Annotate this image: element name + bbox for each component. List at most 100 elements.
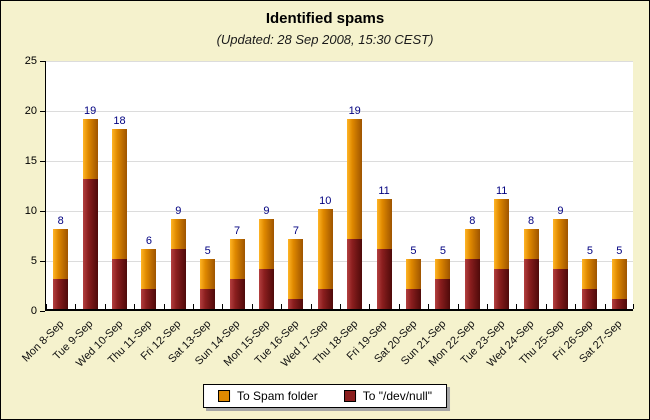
x-axis-tick [340,304,341,309]
bar-segment-to-spam-folder [435,259,451,279]
bar-segment-to-dev-null [112,259,127,309]
x-axis-tick [75,304,77,309]
bar-total-label: 9 [263,205,270,217]
bar-total-label: 7 [234,225,241,237]
y-axis-label: 15 [24,155,37,167]
bar-segment-to-dev-null [376,249,392,309]
y-axis-tick [40,261,45,262]
bar-segment-to-spam-folder [347,119,363,239]
x-axis-tick [457,304,459,309]
bar-total-label: 19 [348,105,361,117]
bar-total-label: 6 [145,235,152,247]
bar-segment-to-dev-null [141,289,157,309]
gridline [46,160,633,162]
x-axis-tick [516,304,518,309]
bar-total-label: 8 [528,215,535,227]
bar-segment-to-dev-null [229,279,245,309]
bar-segment-to-dev-null [53,279,69,309]
bar-total-label: 9 [175,205,182,217]
bar-total-label: 11 [495,185,508,197]
bar-segment-to-dev-null [82,179,98,309]
bar-segment-to-dev-null [288,299,304,309]
bar-segment-to-spam-folder [229,239,245,279]
bar-segment-to-spam-folder [82,119,98,179]
bar-segment-to-spam-folder [288,239,304,299]
legend: To Spam folder To "/dev/null" [203,384,447,408]
x-axis-tick [281,304,283,309]
x-axis-tick [163,304,165,309]
x-axis-tick [104,304,106,309]
bar-total-label: 8 [469,215,476,227]
legend-label-to-spam-folder: To Spam folder [237,388,318,403]
chart-title: Identified spams [265,10,385,27]
bar-segment-to-spam-folder [170,219,186,249]
bar-segment-to-spam-folder [259,219,274,269]
bar-total-label: 5 [439,245,446,257]
bar-segment-to-spam-folder [112,129,127,259]
y-axis-tick [40,161,45,162]
x-axis-tick [369,304,371,309]
x-axis-tick [575,304,577,309]
y-axis-label: 20 [24,105,37,117]
x-axis-tick [487,304,488,309]
bar-segment-to-dev-null [582,289,598,309]
bar-segment-to-dev-null [494,269,510,309]
bar-segment-to-spam-folder [464,229,480,259]
legend-item-to-dev-null: To "/dev/null" [343,388,432,403]
chart-subtitle: (Updated: 28 Sep 2008, 15:30 CEST) [216,32,434,47]
y-axis-tick [40,111,45,112]
bar-total-label: 19 [83,105,97,117]
x-axis-tick [251,304,253,309]
bar-segment-to-spam-folder [141,249,157,289]
bar-segment-to-dev-null [435,279,451,309]
bar-segment-to-spam-folder [317,209,333,289]
y-axis-label: 10 [24,205,37,217]
bar-total-label: 5 [410,245,417,257]
bar-total-label: 9 [557,205,564,217]
bar-segment-to-dev-null [200,289,216,309]
bar-segment-to-spam-folder [53,229,69,279]
bar-segment-to-spam-folder [376,199,392,249]
bar-segment-to-dev-null [553,269,568,309]
legend-swatch-to-dev-null-icon [343,390,356,402]
legend-label-to-dev-null: To "/dev/null" [362,388,432,403]
x-axis-tick [310,304,312,309]
x-axis-tick [633,304,634,309]
bar-total-label: 5 [204,245,211,257]
bar-segment-to-dev-null [317,289,333,309]
gridline [46,260,633,262]
y-axis-label: 25 [24,55,37,67]
plot-area: 8 19 18 6 9 5 7 9 7 10 19 11 5 5 8 11 8 9 5 5 [45,60,634,311]
bar-segment-to-dev-null [259,269,274,309]
y-axis-label: 0 [30,305,37,317]
bar-total-label: 7 [292,225,299,237]
x-axis-tick [604,304,606,309]
bar-segment-to-dev-null [170,249,186,309]
y-axis-tick [40,211,45,212]
bar-segment-to-dev-null [464,259,480,309]
bar-segment-to-dev-null [611,299,627,309]
bar-segment-to-spam-folder [406,259,421,289]
bar-segment-to-spam-folder [200,259,216,289]
y-axis-tick [40,311,45,312]
bar-segment-to-spam-folder [523,229,539,259]
bar-total-label: 10 [319,195,332,207]
x-axis-tick [222,304,224,309]
bar-total-label: 5 [616,245,623,257]
y-axis-tick [40,61,45,62]
bar-total-label: 18 [113,115,126,127]
x-axis-tick [46,304,47,309]
bar-total-label: 11 [378,185,390,197]
bar-segment-to-dev-null [406,289,421,309]
bar-segment-to-spam-folder [582,259,598,289]
legend-item-to-spam-folder: To Spam folder [218,388,318,403]
x-axis-tick [545,304,547,309]
bar-segment-to-dev-null [347,239,363,309]
gridline [46,110,633,112]
bar-segment-to-spam-folder [494,199,510,269]
gridline [46,60,633,62]
y-axis-label: 5 [30,255,37,267]
x-axis-tick [428,304,430,309]
x-axis-tick [193,304,194,309]
